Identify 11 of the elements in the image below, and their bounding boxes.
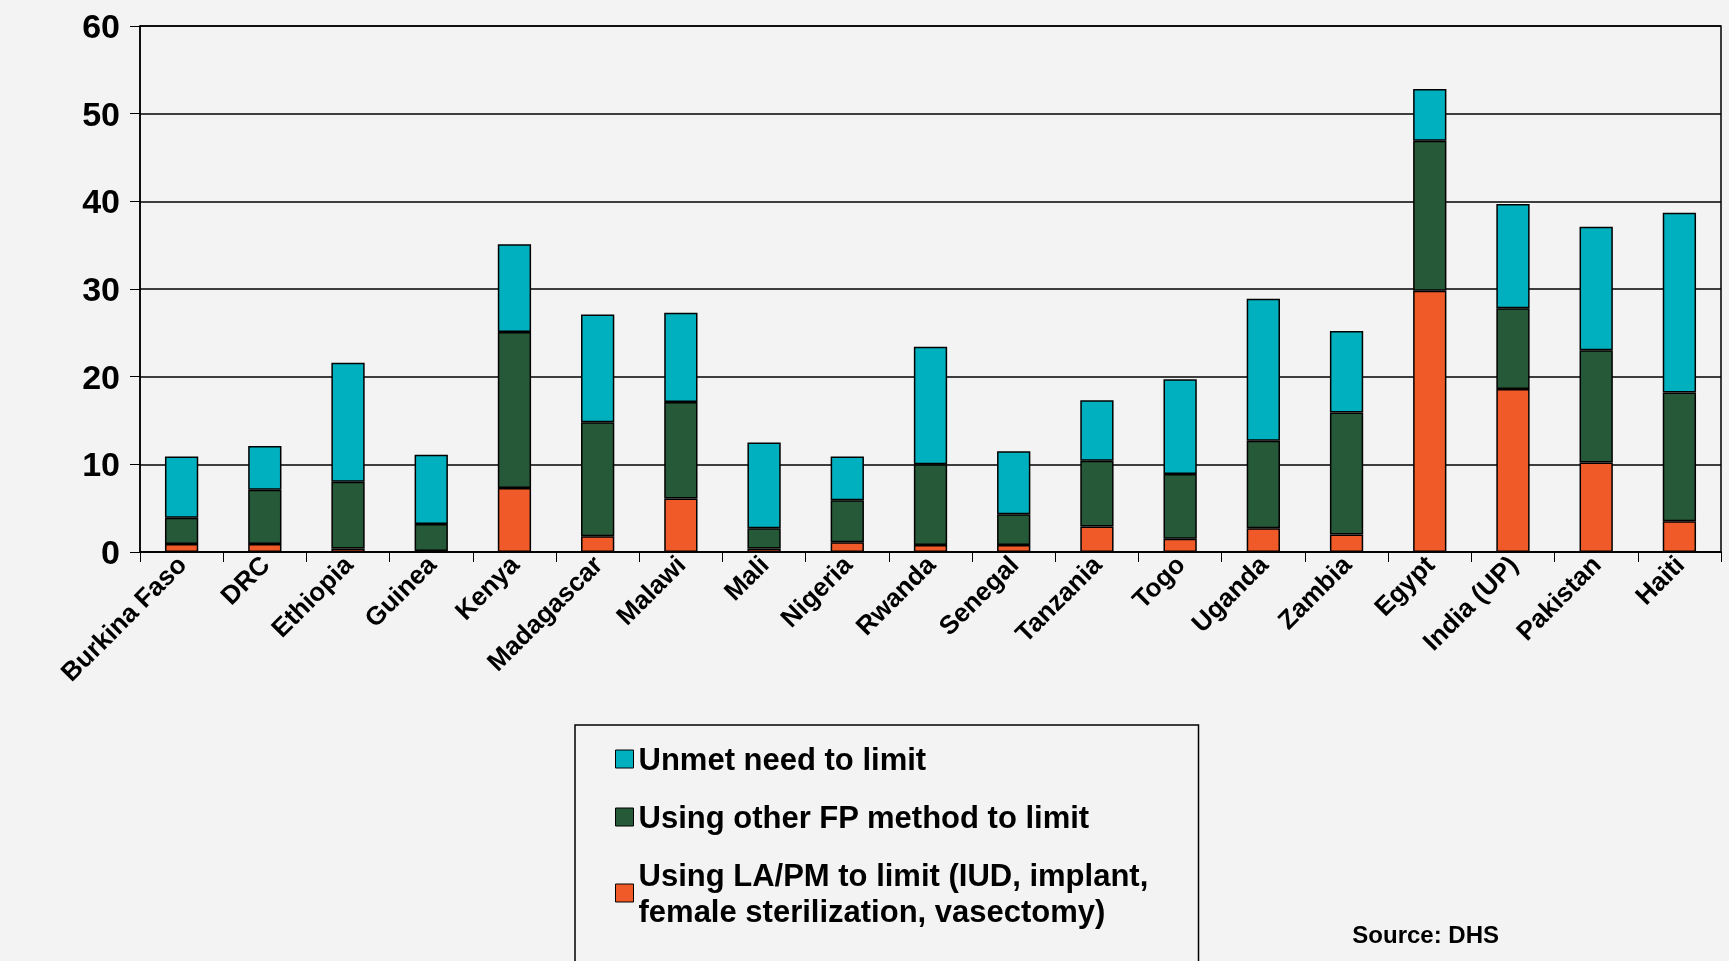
y-tick-label: 60 — [82, 7, 120, 45]
legend-label: Using other FP method to limit — [638, 799, 1090, 835]
y-tick-label: 30 — [82, 270, 120, 308]
y-tick-label: 0 — [101, 533, 120, 571]
y-tick-label: 50 — [82, 94, 120, 133]
y-tick-label: 10 — [82, 445, 120, 484]
source-note: Source: DHS — [1352, 920, 1500, 948]
legend-label: Unmet need to limit — [638, 741, 927, 777]
y-tick-label: 20 — [82, 357, 120, 396]
y-tick-label: 40 — [82, 182, 120, 221]
legend-label: Using LA/PM to limit (IUD, implant, female sterilization, vasectomy) — [638, 857, 1157, 929]
